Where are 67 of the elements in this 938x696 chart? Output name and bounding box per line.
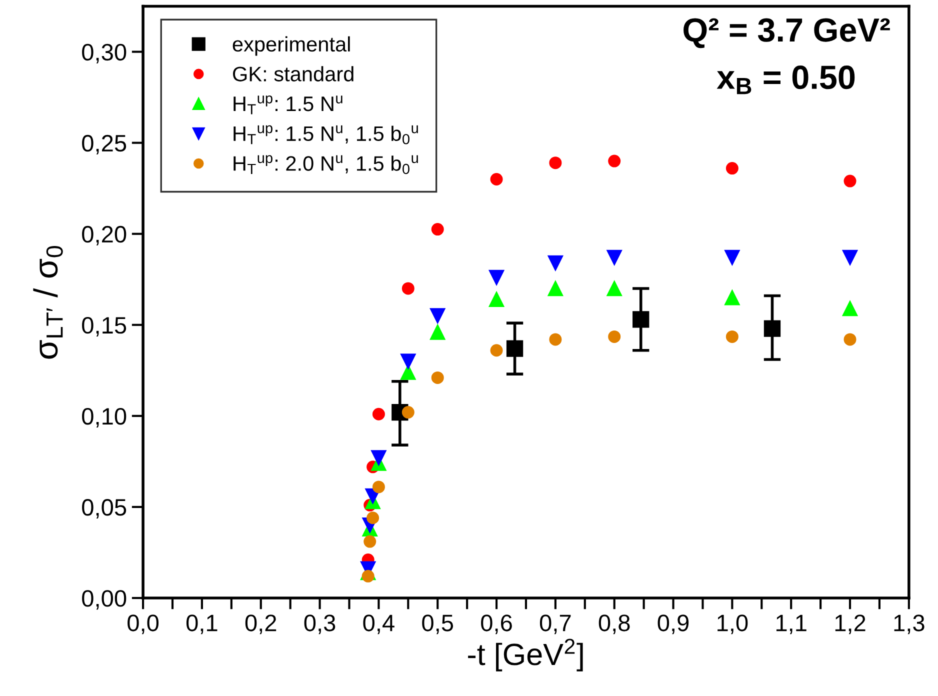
y-tick-label: 0,00 — [82, 590, 126, 610]
point — [366, 512, 380, 524]
point — [430, 324, 446, 340]
x-tick-label: 1,3 — [894, 614, 924, 634]
point — [490, 172, 503, 186]
point — [606, 280, 622, 296]
point — [632, 311, 650, 328]
point — [506, 340, 524, 357]
point — [764, 320, 781, 337]
point — [488, 270, 504, 286]
x-tick-label: 0,7 — [540, 614, 571, 634]
legend-label: H$_{T}$$^{up}$: 1.5 N$^{u}$, 1.5 b$_{0}$$^{u}$ — [234, 125, 418, 144]
x-tick-label: 0,4 — [363, 614, 394, 634]
point — [549, 333, 562, 346]
point — [372, 408, 385, 420]
point — [726, 330, 738, 343]
y-tick-label: 0,30 — [82, 44, 126, 64]
y-tick-label: 0,25 — [82, 134, 126, 154]
point — [371, 450, 386, 466]
point — [372, 480, 385, 494]
legend-label: experimental — [232, 36, 350, 56]
point — [608, 330, 621, 343]
point — [490, 344, 503, 357]
point — [402, 406, 414, 419]
point — [400, 354, 416, 369]
legend-label: H$_{T}$$^{up}$: 1.5 N$^{u}$ — [234, 95, 342, 114]
point — [606, 250, 622, 266]
x-tick-label: 0,5 — [422, 614, 454, 634]
x-tick-label: 1,2 — [835, 614, 866, 634]
y-tick-label: 0,05 — [82, 499, 126, 519]
point — [430, 308, 446, 324]
point — [364, 535, 376, 548]
point — [726, 162, 738, 175]
x-tick-label: 0,2 — [245, 614, 276, 634]
legend-label: H$_{T}$$^{up}$: 2.0 N$^{u}$, 1.5 b$_{0}$$^{u}$ — [234, 155, 418, 174]
point — [402, 282, 414, 295]
annotation: x$_{B}$ = 0.50 — [716, 66, 855, 94]
x-tick-label: 0,1 — [186, 614, 218, 634]
point — [431, 223, 444, 236]
y-tick-label: 0,20 — [82, 226, 126, 246]
y-tick-label: 0,15 — [82, 316, 126, 336]
point — [724, 250, 740, 266]
x-tick-label: 0,3 — [304, 614, 336, 634]
x-tick-label: 1,1 — [776, 614, 806, 634]
point — [842, 250, 858, 266]
annotation: Q² = 3.7 GeV² — [684, 18, 890, 48]
point — [488, 292, 504, 308]
y-tick-label: 0,10 — [82, 408, 126, 428]
x-tick-label: 0,0 — [128, 614, 159, 634]
y-axis-title: σ$_{LT′}$ / σ$_{0}$ — [33, 246, 63, 359]
point — [844, 333, 856, 346]
point — [724, 290, 740, 306]
point — [844, 174, 856, 188]
point — [549, 156, 562, 170]
x-tick-label: 0,9 — [658, 614, 689, 634]
point — [431, 371, 444, 384]
point — [548, 255, 564, 271]
x-axis-title: -t [GeV$^{2}$] — [468, 638, 583, 672]
point — [842, 300, 858, 316]
x-tick-label: 1,0 — [718, 614, 748, 634]
point — [548, 280, 564, 296]
point — [362, 570, 374, 582]
legend-label: GK: standard — [233, 66, 354, 82]
point — [400, 364, 416, 380]
point — [608, 154, 621, 168]
x-tick-label: 0,6 — [481, 614, 512, 634]
x-tick-label: 0,8 — [598, 614, 630, 634]
